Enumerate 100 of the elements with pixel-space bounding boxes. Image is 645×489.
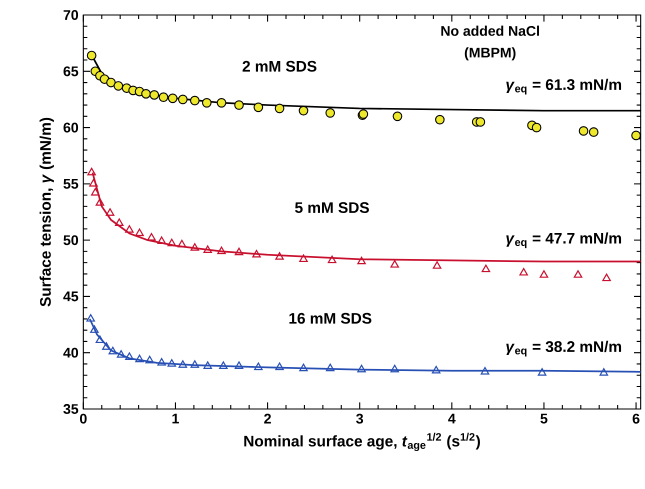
series-label: 2 mM SDS: [242, 60, 316, 72]
point: [275, 252, 284, 260]
point: [106, 78, 116, 88]
point: [135, 354, 144, 362]
point: [234, 100, 244, 110]
point: [86, 314, 95, 322]
x-tick-label: 6: [632, 414, 640, 424]
point: [158, 92, 168, 102]
point: [125, 225, 134, 233]
y-tick-label: 55: [63, 178, 78, 189]
point: [216, 98, 226, 108]
point: [203, 361, 212, 369]
point: [357, 364, 366, 372]
y-tick-label: 40: [63, 348, 78, 358]
point: [254, 362, 263, 370]
point: [519, 268, 528, 276]
point: [217, 246, 226, 254]
point: [106, 208, 114, 216]
annotation: γ$_{eq}$ = 47.7 mN/m: [506, 232, 622, 248]
point: [114, 218, 124, 226]
point: [190, 96, 200, 106]
point: [432, 366, 440, 374]
point: [167, 238, 176, 246]
point: [135, 228, 144, 236]
point: [390, 260, 399, 268]
point: [114, 81, 124, 91]
point: [480, 366, 490, 375]
point: [298, 106, 308, 116]
point: [299, 364, 308, 372]
point: [252, 250, 261, 258]
point: [482, 264, 490, 272]
annotation: γ$_{eq}$ = 61.3 mN/m: [506, 78, 622, 94]
point: [432, 261, 442, 269]
point: [588, 127, 598, 137]
x-tick-label: 0: [80, 414, 87, 424]
point: [190, 360, 200, 368]
point: [141, 88, 151, 99]
point: [392, 112, 402, 122]
point: [157, 236, 166, 244]
point: [147, 233, 156, 241]
point: [145, 356, 154, 364]
point: [538, 368, 546, 376]
annotation: No added NaCl: [441, 26, 539, 36]
annotation: γ$_{eq}$ = 38.2 mN/m: [506, 340, 622, 356]
point: [157, 358, 166, 366]
point: [89, 178, 98, 187]
x-tick-label: 4: [448, 414, 456, 424]
point: [325, 108, 336, 118]
text: 16 mM SDS: [289, 312, 372, 324]
point: [116, 350, 126, 358]
point: [274, 104, 284, 114]
point: [202, 98, 212, 108]
point: [234, 361, 244, 369]
point: [600, 368, 608, 376]
point: [540, 270, 548, 278]
x-axis-title: Nominal surface age, t$_{age}$$^{1/2}$ (s$^{1/2}$): [244, 432, 480, 452]
point: [275, 362, 284, 370]
point: [234, 248, 244, 256]
point: [532, 122, 542, 132]
y-axis-title: Surface tension, γ (mN/m): [40, 118, 54, 306]
point: [578, 126, 588, 136]
y-tick-label: 45: [63, 292, 78, 302]
point: [90, 325, 99, 333]
point: [357, 256, 366, 264]
point: [435, 114, 445, 124]
x-tick-label: 5: [540, 414, 548, 424]
point: [219, 361, 228, 369]
y-tick-label: 60: [64, 122, 78, 133]
point: [328, 256, 336, 264]
point: [168, 94, 178, 104]
point: [602, 274, 611, 282]
point: [178, 94, 188, 104]
y-tick-label: 70: [64, 10, 78, 20]
point: [574, 270, 582, 278]
x-tick-label: 1: [172, 414, 179, 424]
point: [96, 335, 104, 344]
point: [254, 102, 264, 112]
point: [108, 346, 118, 354]
text: 5 mM SDS: [295, 202, 369, 214]
point: [87, 168, 96, 176]
y-tick-label: 35: [63, 404, 78, 414]
point: [125, 352, 134, 360]
point: [86, 50, 96, 60]
point: [96, 198, 104, 206]
annotation: (MBPM): [464, 47, 516, 60]
point: [102, 342, 111, 350]
point: [91, 188, 100, 196]
point: [476, 117, 486, 127]
point: [178, 360, 188, 368]
point: [149, 90, 160, 100]
point: [203, 245, 212, 254]
point: [390, 364, 399, 372]
y-tick-label: 65: [64, 66, 78, 76]
x-tick-label: 3: [356, 414, 364, 424]
point: [190, 243, 200, 251]
point: [299, 254, 308, 262]
point: [167, 359, 176, 367]
y-tick-label: 50: [63, 235, 78, 246]
point: [178, 240, 186, 248]
x-tick-label: 2: [264, 414, 271, 424]
